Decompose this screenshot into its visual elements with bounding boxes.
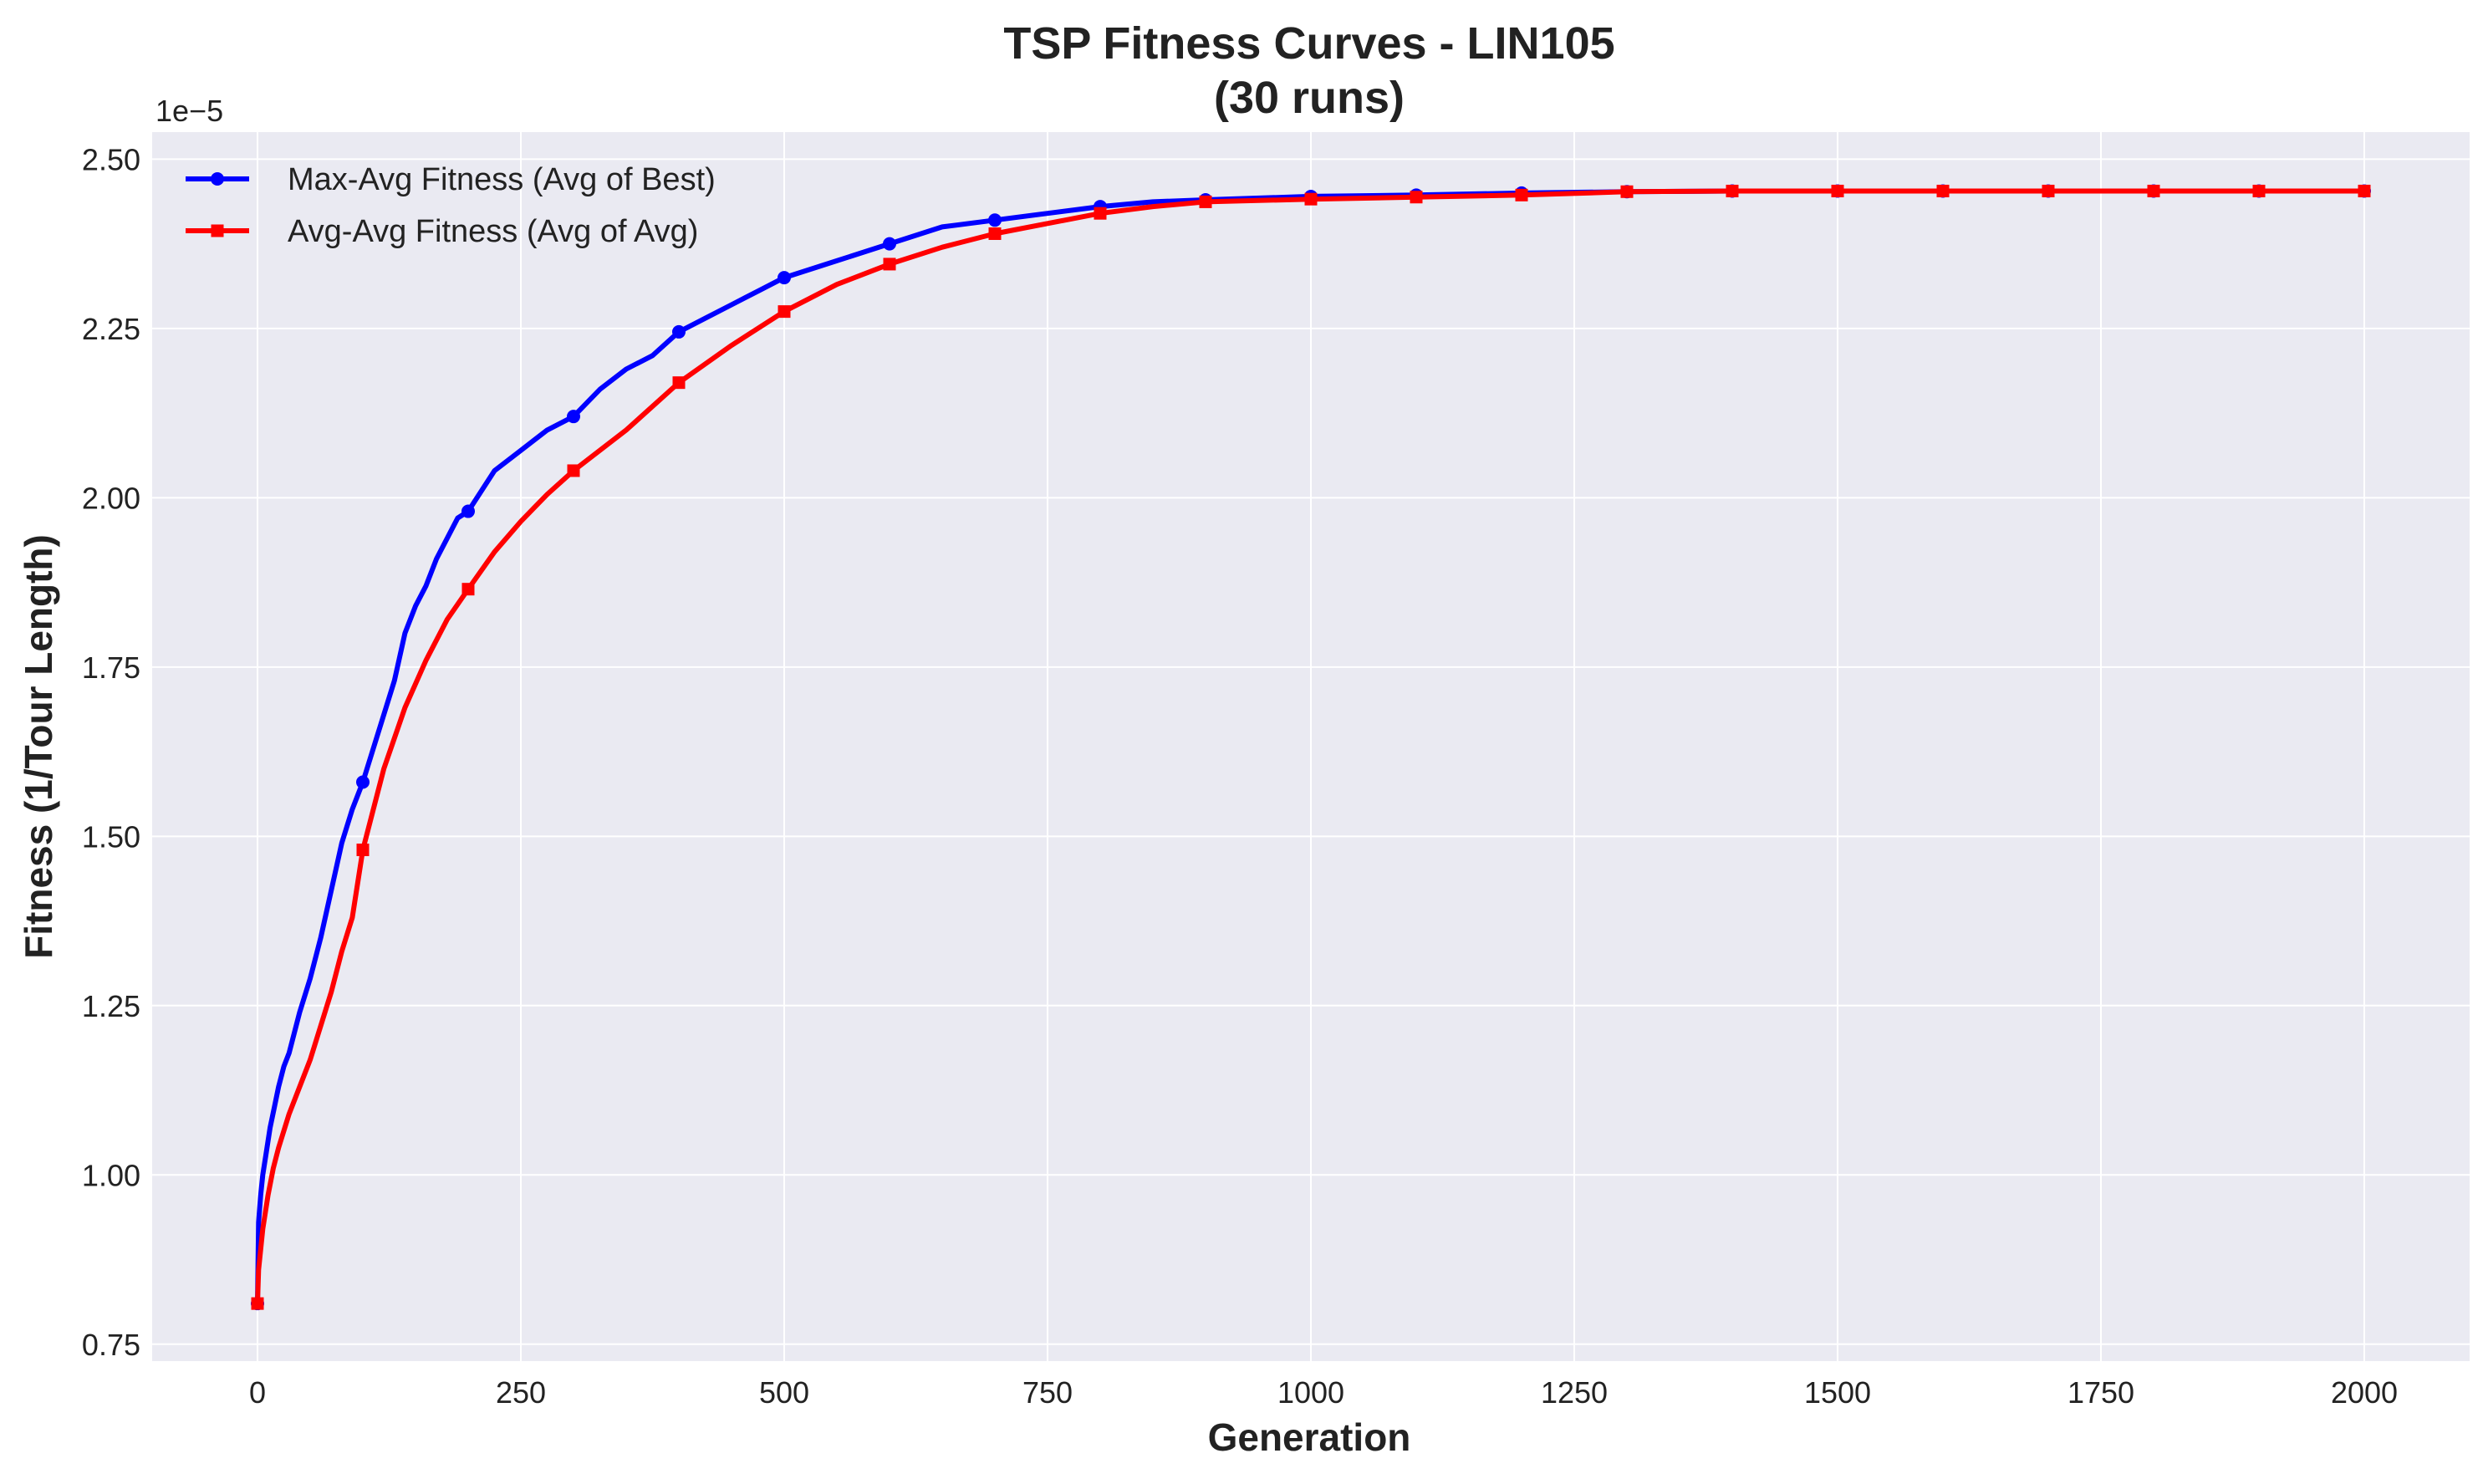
data-point [356, 775, 370, 789]
y-tick-label: 1.50 [82, 819, 140, 854]
data-point [1831, 184, 1844, 197]
y-tick-label: 0.75 [82, 1328, 140, 1362]
y-tick-label: 1.00 [82, 1158, 140, 1192]
data-point [2042, 184, 2055, 197]
y-tick-label: 2.25 [82, 312, 140, 346]
data-point [988, 227, 1002, 240]
data-point [1936, 184, 1950, 197]
data-point [251, 1297, 264, 1310]
x-tick-label: 1250 [1541, 1375, 1608, 1410]
data-point [672, 324, 686, 339]
x-tick-label: 2000 [2331, 1375, 2398, 1410]
legend-marker [211, 172, 224, 186]
data-point [883, 237, 896, 251]
chart-title: TSP Fitness Curves - LIN105 [1003, 18, 1614, 69]
legend-marker [211, 224, 224, 237]
legend: Max-Avg Fitness (Avg of Best) Avg-Avg Fit… [186, 162, 716, 249]
x-axis-ticks: 0 250 500 750 1000 1250 1500 1750 2000 [249, 1375, 2398, 1410]
data-point [2252, 184, 2266, 197]
data-point [2358, 184, 2371, 197]
data-point [1620, 185, 1634, 198]
data-point [1304, 192, 1318, 206]
y-tick-label: 2.50 [82, 142, 140, 176]
data-point [1515, 188, 1528, 201]
data-point [461, 583, 475, 596]
data-point [461, 504, 475, 518]
data-point [567, 410, 580, 424]
data-point [883, 258, 896, 271]
legend-label: Max-Avg Fitness (Avg of Best) [288, 162, 716, 197]
data-point [1199, 195, 1212, 208]
data-point [356, 844, 370, 857]
x-tick-label: 250 [496, 1375, 546, 1410]
y-axis-ticks: 0.75 1.00 1.25 1.50 1.75 2.00 2.25 2.50 [82, 142, 140, 1361]
y-axis-offset-label: 1e−5 [156, 94, 223, 128]
legend-item: Avg-Avg Fitness (Avg of Avg) [186, 214, 698, 249]
y-tick-label: 1.25 [82, 989, 140, 1023]
x-axis-label: Generation [1208, 1415, 1411, 1459]
data-point [988, 213, 1002, 227]
y-tick-label: 1.75 [82, 650, 140, 685]
x-tick-label: 0 [249, 1375, 266, 1410]
y-tick-label: 2.00 [82, 481, 140, 515]
series-2 [251, 184, 2371, 1310]
x-tick-label: 1750 [2067, 1375, 2134, 1410]
chart-subtitle: (30 runs) [1214, 73, 1405, 123]
data-point [778, 305, 791, 319]
x-tick-label: 500 [759, 1375, 809, 1410]
legend-label: Avg-Avg Fitness (Avg of Avg) [288, 214, 698, 249]
x-tick-label: 750 [1022, 1375, 1073, 1410]
data-point [778, 271, 791, 285]
series-layer [251, 184, 2371, 1311]
y-axis-label: Fitness (1/Tour Length) [17, 534, 60, 959]
data-point [1726, 184, 1739, 197]
data-point [2147, 184, 2160, 197]
gridlines [152, 132, 2470, 1361]
data-point [672, 376, 686, 390]
data-point [1094, 207, 1107, 220]
x-tick-label: 1500 [1804, 1375, 1871, 1410]
x-tick-label: 1000 [1277, 1375, 1344, 1410]
data-point [1410, 191, 1423, 204]
data-point [567, 464, 580, 477]
legend-item: Max-Avg Fitness (Avg of Best) [186, 162, 716, 197]
